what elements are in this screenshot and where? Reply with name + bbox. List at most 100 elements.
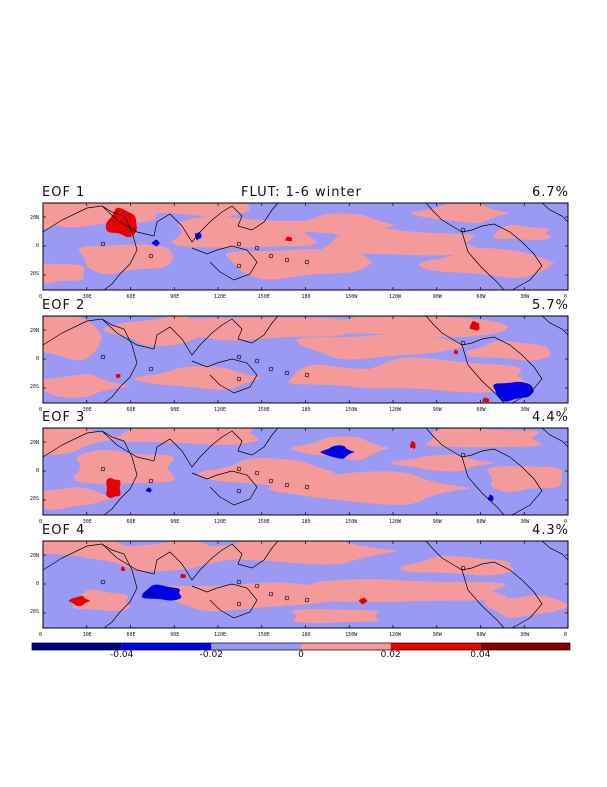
coastline [231, 541, 279, 569]
island-outline [100, 579, 106, 585]
colorbar-segment [390, 643, 481, 650]
coastline [191, 583, 258, 619]
island-outline [148, 478, 154, 484]
island-outline [236, 354, 242, 360]
positive-region [390, 454, 497, 472]
strong-anomaly [115, 374, 121, 379]
lon-tick-label: 90W [432, 294, 442, 300]
coastline [231, 316, 279, 344]
lon-tick-label: 30E [82, 519, 92, 525]
lat-tick-label: 20S [30, 271, 40, 277]
strong-anomaly [453, 349, 458, 355]
island-outline [284, 370, 290, 376]
coastline [191, 470, 258, 506]
lat-tick-label: 0 [36, 468, 40, 474]
strong-anomaly [409, 440, 416, 449]
lon-tick-label: 90W [432, 632, 442, 638]
lon-tick-label: 30E [82, 294, 92, 300]
positive-region [425, 428, 542, 448]
panel-label: EOF 2 [42, 298, 86, 313]
coastline [425, 203, 543, 290]
coastline [541, 541, 568, 561]
coastline [461, 456, 505, 515]
positive-region [122, 203, 250, 218]
lon-tick-label: 120E [214, 632, 227, 638]
positive-region [43, 487, 112, 510]
lon-tick-label: 120W [389, 632, 402, 638]
strong-anomaly [145, 487, 152, 493]
lon-tick-label: 120E [214, 294, 227, 300]
island-outline [148, 253, 154, 259]
island-outline [284, 482, 290, 488]
island-outline [254, 583, 260, 589]
lon-tick-label: 30E [82, 407, 92, 413]
lon-tick-label: 180 [301, 632, 311, 638]
coastline [43, 543, 138, 628]
island-outline [284, 257, 290, 263]
lon-tick-label: 90E [170, 632, 180, 638]
island-outline [460, 452, 466, 458]
island-outline [268, 366, 274, 372]
strong-anomaly [469, 320, 480, 331]
lon-tick-label: 30W [520, 519, 530, 525]
island-outline [304, 259, 310, 265]
lon-tick-label: 180 [301, 407, 311, 413]
positive-region [43, 374, 132, 398]
lat-tick-label: 20S [30, 496, 40, 502]
colorbar-label: 0.04 [470, 650, 491, 660]
map-panel [42, 427, 569, 516]
island-outline [100, 354, 106, 360]
colorbar-segment [211, 643, 301, 650]
island-outline [460, 565, 466, 571]
island-outline [236, 466, 242, 472]
lon-tick-label: 90W [432, 407, 442, 413]
island-outline [304, 597, 310, 603]
positive-region [487, 466, 563, 492]
positive-region [411, 203, 511, 224]
lon-tick-label: 150W [345, 632, 358, 638]
positive-region [418, 247, 555, 278]
lon-tick-label: 120E [214, 519, 227, 525]
lon-tick-label: 90E [170, 407, 180, 413]
coastline [191, 245, 258, 281]
strong-anomaly [68, 595, 91, 606]
island-outline [148, 591, 154, 597]
map-panel [42, 315, 569, 404]
positive-region [134, 366, 264, 390]
positive-region [197, 458, 337, 488]
island-outline [236, 579, 242, 585]
panel-variance: 6.7% [532, 185, 570, 200]
lat-tick-label: 20S [30, 384, 40, 390]
island-outline [460, 340, 466, 346]
island-outline [236, 376, 242, 382]
island-outline [304, 484, 310, 490]
lon-tick-label: 60E [126, 519, 136, 525]
positive-region [117, 428, 259, 445]
coastline [101, 318, 233, 356]
positive-region [292, 316, 508, 338]
positive-region [321, 228, 480, 256]
lon-tick-label: 60W [476, 294, 486, 300]
island-outline [268, 253, 274, 259]
colorbar-label: 0.02 [380, 650, 401, 660]
positive-region [305, 579, 507, 603]
lon-tick-label: 180 [301, 294, 311, 300]
anomaly-field [43, 541, 568, 628]
colorbar-segment [121, 643, 212, 650]
island-outline [148, 366, 154, 372]
lon-tick-label: 60W [476, 407, 486, 413]
panel-label: EOF 1 [42, 185, 86, 200]
lon-tick-label: 90E [170, 519, 180, 525]
coastline [231, 203, 279, 231]
colorbar-segment [301, 643, 391, 650]
lat-tick-label: 20N [30, 440, 40, 446]
coastline [101, 430, 233, 468]
colorbar-label: -0.02 [199, 650, 223, 660]
island-outline [236, 601, 242, 607]
strong-anomaly [320, 445, 355, 459]
panel-label: EOF 4 [42, 523, 86, 538]
positive-region [72, 589, 131, 612]
strong-anomaly [482, 397, 490, 403]
coastline [541, 428, 568, 448]
lon-tick-label: 60W [476, 632, 486, 638]
